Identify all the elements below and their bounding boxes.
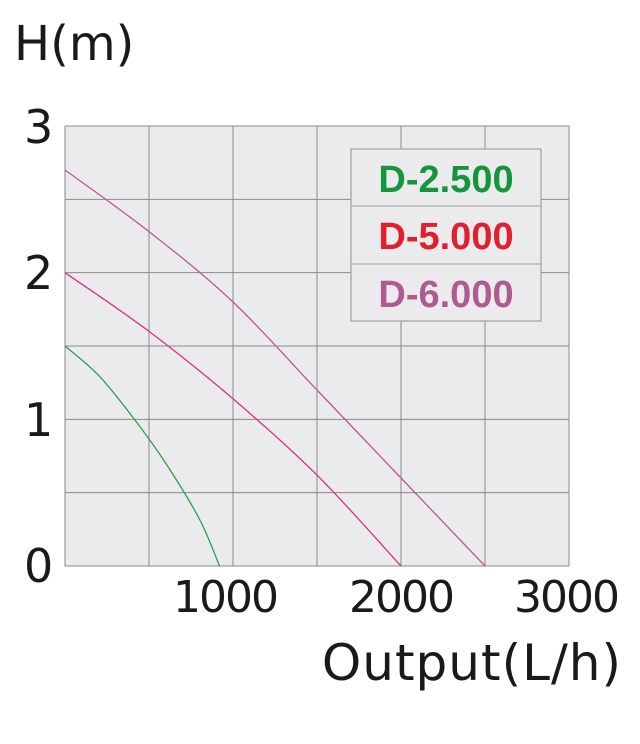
series-line-d6000	[64, 169, 486, 567]
x-tick-label-2000: 2000	[349, 572, 453, 623]
grid-lines	[64, 125, 570, 567]
y-tick-label-3: 3	[24, 100, 53, 154]
legend-entry-d6000: D-6.000	[378, 274, 513, 316]
y-axis-title: H(m)	[14, 16, 134, 72]
series-line-d2500	[64, 345, 221, 567]
series-line-d5000	[64, 272, 402, 567]
x-tick-label-3000: 3000	[514, 572, 618, 623]
series-lines	[64, 169, 486, 567]
y-tick-label-1: 1	[24, 393, 53, 447]
y-tick-label-0: 0	[24, 539, 53, 593]
legend-box	[350, 148, 542, 322]
legend-entry-d2500: D-2.500	[378, 159, 513, 201]
legend: D-2.500 D-5.000 D-6.000	[350, 148, 542, 322]
y-tick-label-2: 2	[24, 246, 53, 300]
x-axis-title: Output(L/h)	[322, 634, 622, 692]
x-tick-label-1000: 1000	[173, 572, 277, 623]
legend-entry-d5000: D-5.000	[378, 216, 513, 258]
